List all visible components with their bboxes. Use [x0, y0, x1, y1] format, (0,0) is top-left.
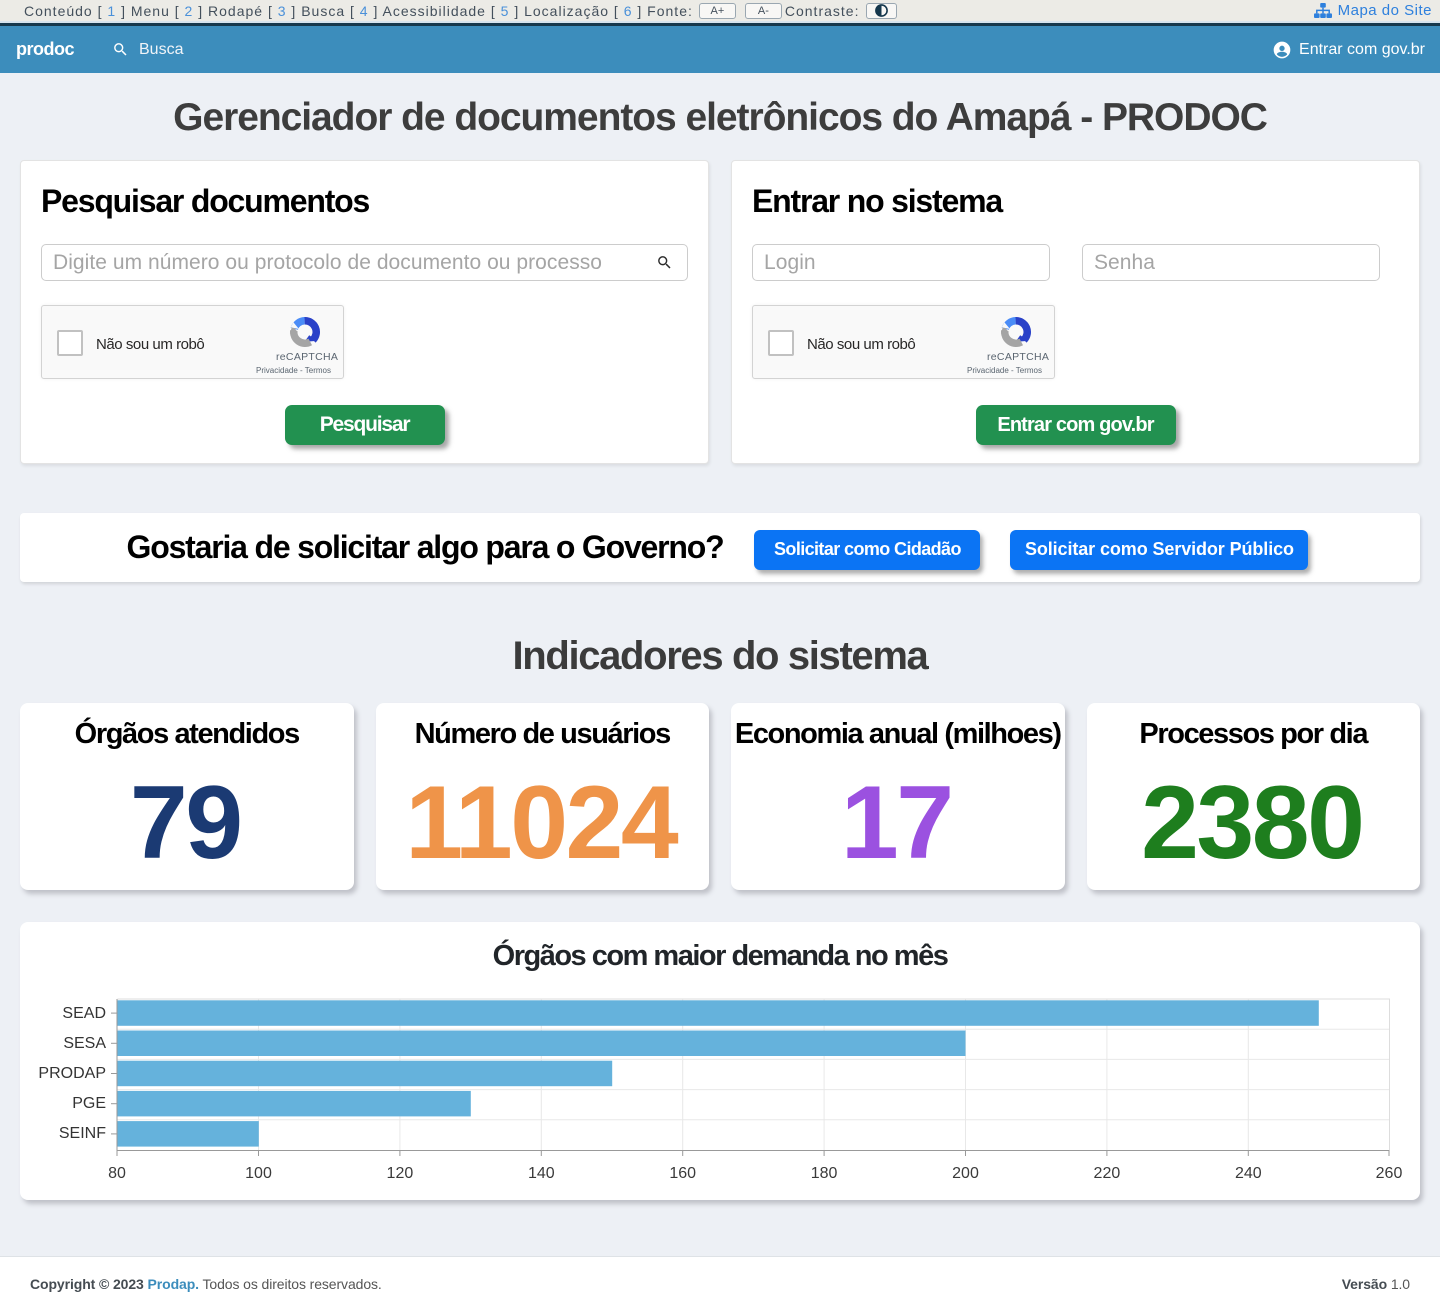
- svg-text:80: 80: [108, 1165, 126, 1182]
- svg-text:260: 260: [1376, 1165, 1403, 1182]
- svg-text:120: 120: [387, 1165, 414, 1182]
- svg-text:220: 220: [1094, 1165, 1121, 1182]
- svg-text:SEINF: SEINF: [59, 1125, 106, 1142]
- svg-text:160: 160: [669, 1165, 696, 1182]
- svg-text:PGE: PGE: [72, 1095, 106, 1112]
- svg-text:PRODAP: PRODAP: [38, 1065, 106, 1082]
- svg-text:240: 240: [1235, 1165, 1262, 1182]
- svg-text:180: 180: [811, 1165, 838, 1182]
- svg-text:140: 140: [528, 1165, 555, 1182]
- svg-text:SEAD: SEAD: [62, 1005, 106, 1022]
- svg-text:SESA: SESA: [63, 1035, 106, 1052]
- svg-text:200: 200: [952, 1165, 979, 1182]
- svg-text:100: 100: [245, 1165, 272, 1182]
